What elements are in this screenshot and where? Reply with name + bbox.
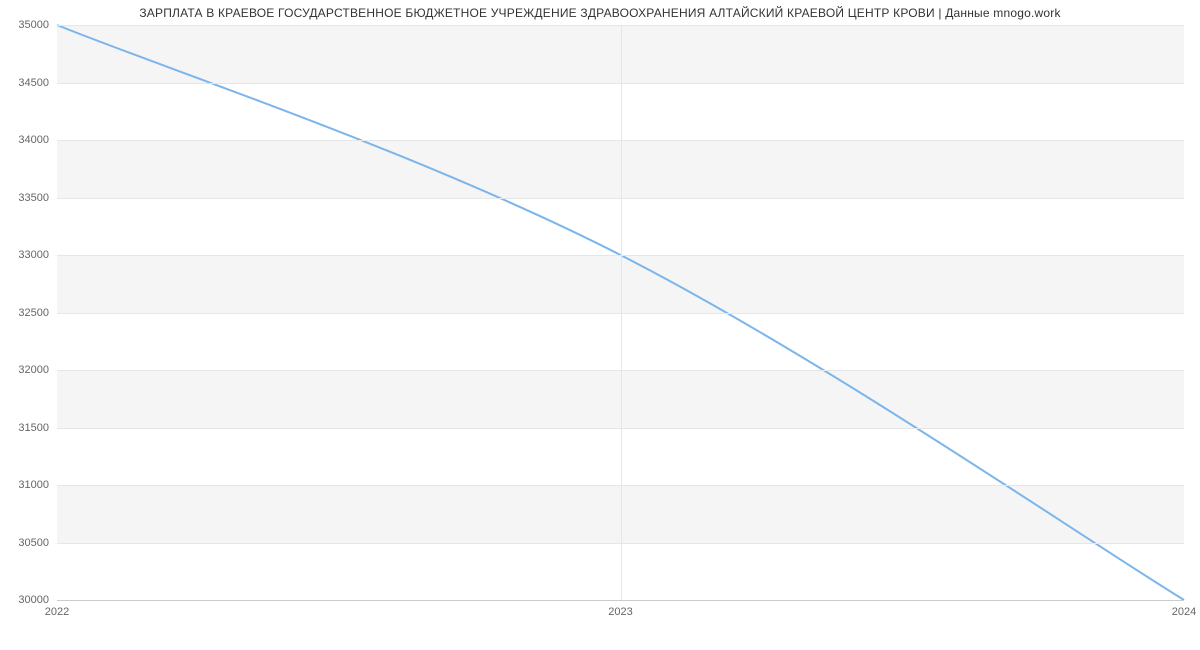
y-tick-label: 33000 [18, 249, 49, 261]
chart-container: ЗАРПЛАТА В КРАЕВОЕ ГОСУДАРСТВЕННОЕ БЮДЖЕ… [0, 0, 1200, 650]
y-tick-label: 32500 [18, 307, 49, 319]
x-gridline [621, 25, 622, 600]
chart-title: ЗАРПЛАТА В КРАЕВОЕ ГОСУДАРСТВЕННОЕ БЮДЖЕ… [0, 6, 1200, 20]
y-tick-label: 33500 [18, 192, 49, 204]
y-tick-label: 34000 [18, 134, 49, 146]
x-tick-label: 2024 [1172, 606, 1196, 618]
x-axis-line [57, 600, 1184, 601]
y-tick-label: 32000 [18, 364, 49, 376]
y-tick-label: 34500 [18, 77, 49, 89]
y-tick-label: 31500 [18, 422, 49, 434]
y-tick-label: 31000 [18, 479, 49, 491]
y-tick-label: 35000 [18, 19, 49, 31]
plot-area: 3000030500310003150032000325003300033500… [57, 25, 1184, 600]
y-tick-label: 30000 [18, 594, 49, 606]
x-tick-label: 2022 [45, 606, 69, 618]
x-tick-label: 2023 [608, 606, 632, 618]
y-tick-label: 30500 [18, 537, 49, 549]
